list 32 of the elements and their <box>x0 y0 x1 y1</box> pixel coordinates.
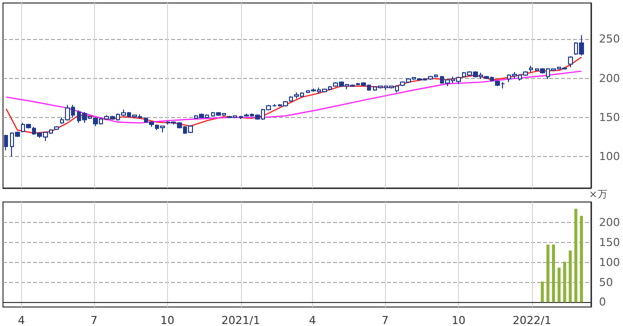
candlestick <box>529 65 533 72</box>
line-series <box>6 70 582 124</box>
y-tick-label: 200 <box>599 216 620 230</box>
candlestick <box>54 126 59 130</box>
x-tick-label: 2021/1 <box>221 314 260 326</box>
x-tick-label: 10 <box>160 314 174 326</box>
bar <box>574 208 578 302</box>
x-tick-label: 2022/1 <box>512 314 552 326</box>
y-tick-label: 250 <box>599 32 620 46</box>
line-series <box>6 56 582 134</box>
y-tick-label: 150 <box>599 110 620 124</box>
x-tick-label: 10 <box>452 314 466 326</box>
y-tick-label: 50 <box>599 276 614 289</box>
y-tick-label: 100 <box>599 150 620 164</box>
y-tick-label: 150 <box>599 236 620 250</box>
bar <box>568 250 572 302</box>
bar <box>563 262 566 302</box>
x-tick-label: 4 <box>309 314 316 326</box>
x-tick-label: 7 <box>90 314 98 326</box>
y-tick-label: 0 <box>599 296 606 309</box>
candlestick <box>4 134 8 151</box>
candlestick <box>568 56 573 68</box>
bar <box>558 268 561 302</box>
x-tick-label: 4 <box>18 314 25 326</box>
x-tick-label: 7 <box>382 314 389 326</box>
y-axis-title: ×万 <box>589 190 608 200</box>
bar <box>580 216 583 302</box>
bar <box>546 244 550 302</box>
bar <box>540 282 544 302</box>
bar <box>552 244 556 302</box>
y-tick-label: 200 <box>599 72 620 85</box>
y-tick-label: 100 <box>599 256 620 269</box>
